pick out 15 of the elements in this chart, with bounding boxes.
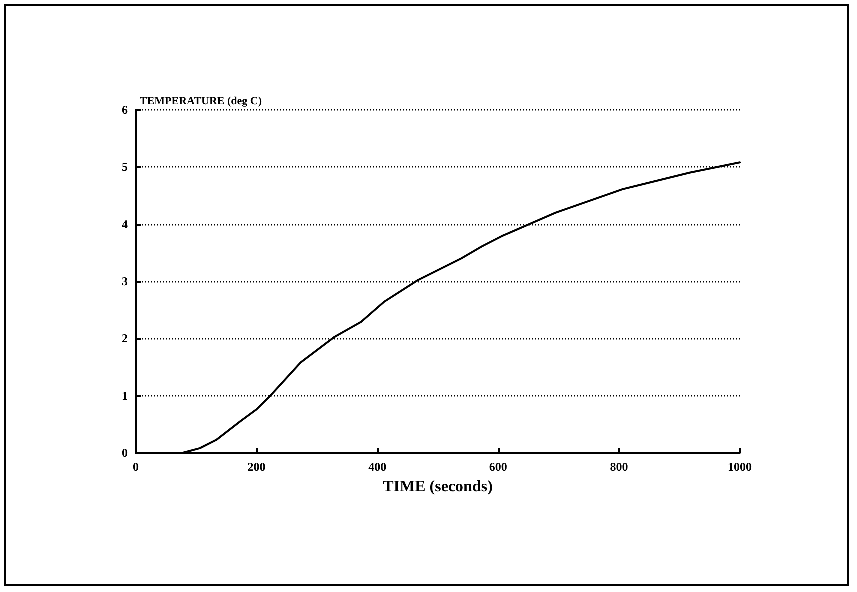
y-tick-label: 5 — [122, 160, 128, 174]
y-tick-label: 2 — [122, 332, 128, 346]
x-tick-label: 1000 — [728, 460, 752, 474]
y-tick-label: 4 — [122, 217, 128, 232]
y-tick-label: 1 — [122, 388, 128, 403]
x-tick-label: 800 — [610, 460, 628, 474]
y-tick-label: 3 — [122, 274, 128, 288]
x-tick-label: 0 — [133, 460, 139, 474]
x-axis-title: TIME (seconds) — [383, 478, 493, 496]
y-axis-title: TEMPERATURE (deg C) — [140, 96, 262, 108]
x-tick-label: 200 — [248, 460, 266, 474]
x-tick-label: 600 — [489, 460, 508, 474]
y-tick-label: 6 — [122, 103, 128, 117]
y-tick-label: 0 — [122, 446, 128, 460]
x-tick-label: 400 — [368, 460, 387, 474]
